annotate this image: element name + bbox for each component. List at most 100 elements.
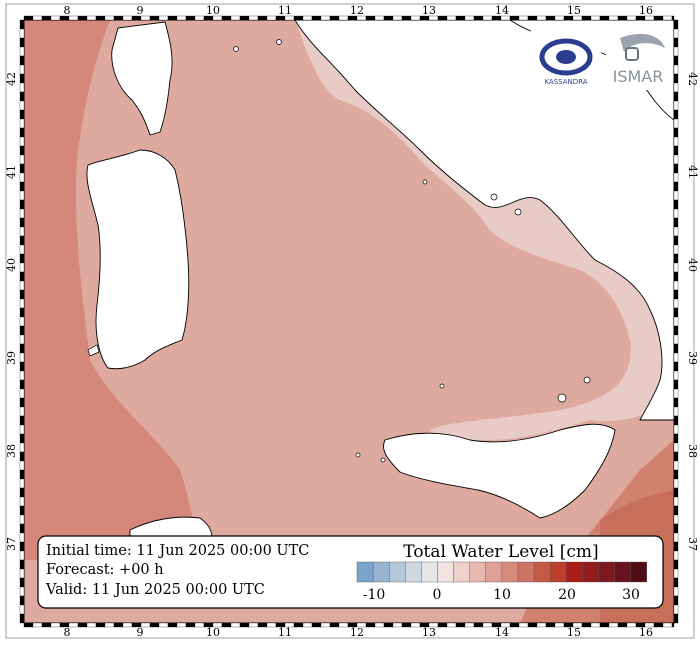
kassandra-logo-text: KASSANDRA	[544, 78, 587, 86]
frame-segment	[673, 154, 679, 165]
frame-segment	[266, 15, 277, 21]
frame-segment	[19, 55, 25, 66]
frame-segment	[19, 208, 25, 219]
lon-tick-bottom: 16	[639, 626, 653, 639]
frame-segment	[19, 262, 25, 273]
frame-segment	[673, 469, 679, 480]
frame-segment	[673, 379, 679, 390]
frame-segment	[673, 163, 679, 174]
ismar-logo-text: ISMAR	[613, 67, 664, 86]
frame-segment	[19, 82, 25, 93]
frame-segment	[437, 15, 448, 21]
frame-segment	[113, 15, 124, 21]
frame-segment	[383, 622, 394, 628]
sea-region-west-high	[24, 20, 200, 560]
lon-tick-top: 15	[567, 4, 581, 17]
frame-segment	[374, 622, 385, 628]
frame-segment	[673, 235, 679, 246]
legend-tick: 0	[433, 587, 442, 603]
frame-segment	[626, 622, 637, 628]
lon-tick-labels-bottom: 8 9 10 11 12 13 14 15 16	[64, 626, 654, 639]
frame-segment	[19, 388, 25, 399]
frame-segment	[19, 37, 25, 48]
lat-tick-right: 39	[686, 351, 699, 365]
frame-segment	[19, 577, 25, 588]
frame-segment	[673, 496, 679, 507]
frame-segment	[104, 622, 115, 628]
ismar-mark-icon	[625, 47, 639, 61]
island-lipari	[557, 393, 567, 403]
frame-segment	[673, 487, 679, 498]
frame-segment	[673, 397, 679, 408]
frame-segment	[626, 15, 637, 21]
frame-segment	[19, 73, 25, 84]
frame-segment	[673, 91, 679, 102]
frame-segment	[446, 622, 457, 628]
frame-segment	[19, 19, 25, 30]
frame-segment	[671, 622, 675, 628]
frame-segment	[673, 298, 679, 309]
frame-segment	[673, 595, 679, 606]
frame-segment	[673, 370, 679, 381]
frame-segment	[673, 280, 679, 291]
frame-segment	[653, 622, 664, 628]
frame-segment	[392, 15, 403, 21]
frame-segment	[19, 442, 25, 453]
frame-segment	[673, 433, 679, 444]
frame-segment	[673, 118, 679, 129]
frame-segment	[536, 15, 547, 21]
lon-tick-top: 14	[495, 4, 509, 17]
frame-segment	[673, 217, 679, 228]
frame-segment	[19, 451, 25, 462]
frame-segment	[19, 244, 25, 255]
frame-segment	[19, 505, 25, 516]
lat-tick-left: 42	[5, 72, 18, 86]
frame-segment	[19, 127, 25, 138]
frame-segment	[673, 136, 679, 147]
frame-segment	[673, 82, 679, 93]
frame-segment	[653, 15, 664, 21]
frame-segment	[19, 379, 25, 390]
legend-swatch	[437, 561, 454, 583]
frame-segment	[257, 622, 268, 628]
legend-title: Total Water Level [cm]	[403, 542, 598, 562]
frame-segment	[673, 451, 679, 462]
frame-segment	[95, 15, 106, 21]
lat-tick-right: 40	[686, 258, 699, 272]
frame-segment	[673, 586, 679, 597]
italy-land	[294, 20, 674, 421]
info-box-frame	[37, 535, 664, 609]
frame-segment	[673, 19, 679, 30]
frame-segment	[673, 46, 679, 57]
frame-segment	[673, 199, 679, 210]
frame-segment	[19, 226, 25, 237]
frame-segment	[19, 424, 25, 435]
frame-segment	[673, 100, 679, 111]
legend-tick: 20	[558, 587, 576, 603]
frame-segment	[527, 15, 538, 21]
figure-border	[5, 3, 695, 639]
lat-tick-right: 38	[686, 444, 699, 458]
frame-segment	[509, 622, 520, 628]
frame-segment	[19, 496, 25, 507]
island-egadi	[355, 452, 361, 458]
frame-segment	[673, 262, 679, 273]
frame-segment	[19, 316, 25, 327]
frame-segment	[32, 622, 43, 628]
frame-segment	[248, 622, 259, 628]
frame-segment	[673, 388, 679, 399]
lon-tick-bottom: 10	[206, 626, 220, 639]
frame-segment	[230, 622, 241, 628]
frame-segment	[673, 109, 679, 120]
frame-segment	[673, 289, 679, 300]
frame-segment	[673, 73, 679, 84]
legend-tick: 30	[622, 587, 640, 603]
frame-segment	[473, 15, 484, 21]
frame-segment	[617, 622, 628, 628]
lon-tick-bottom: 15	[567, 626, 581, 639]
frame-segment	[410, 15, 421, 21]
sicily-land	[383, 423, 616, 519]
island-giglio	[276, 39, 282, 45]
frame-segment	[185, 15, 196, 21]
lat-tick-left: 41	[5, 165, 18, 179]
